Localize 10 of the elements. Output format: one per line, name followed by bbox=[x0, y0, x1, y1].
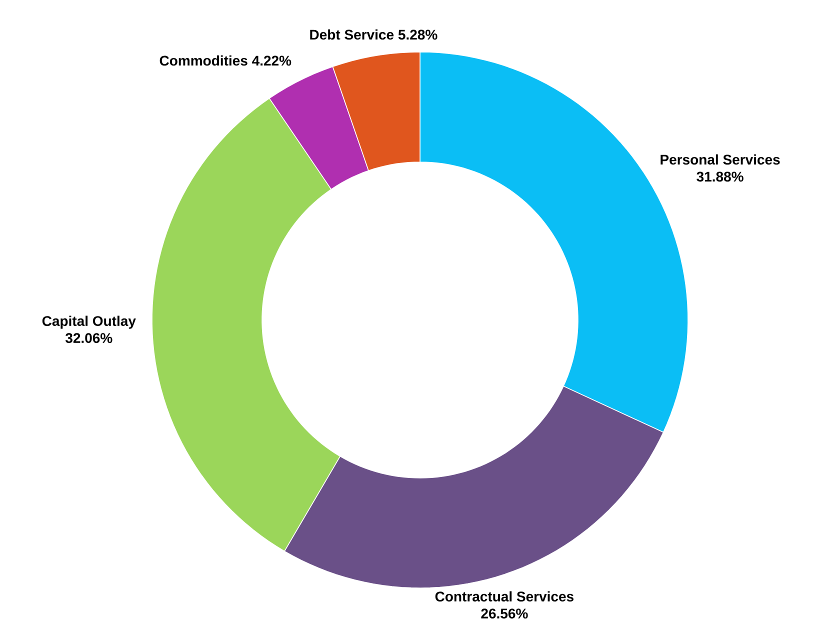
data-label: 4.22% bbox=[252, 56, 292, 66]
data-label: 31.88% bbox=[696, 172, 744, 182]
slice-label: Personal Services bbox=[660, 154, 780, 165]
data-label: 26.56% bbox=[481, 608, 528, 619]
slice-label: Capital Outlay bbox=[42, 316, 136, 329]
slice-label: Commodities bbox=[160, 55, 248, 66]
data-label: 5.28% bbox=[398, 30, 438, 40]
data-label: 32.06% bbox=[65, 333, 112, 344]
slice-label: Debt Service bbox=[310, 29, 394, 40]
slice-label: Contractual Services bbox=[435, 591, 574, 602]
